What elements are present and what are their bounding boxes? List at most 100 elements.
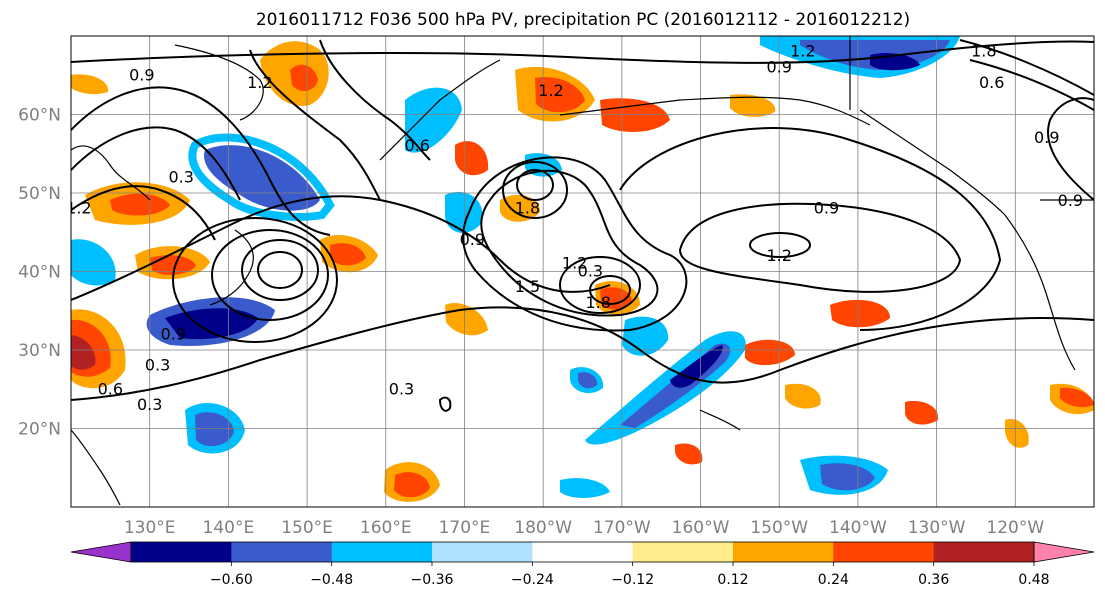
pv-contour-0.6-east (619, 127, 1002, 331)
precip-negative-max (670, 345, 723, 388)
colorbar-tick-label: 0.24 (818, 572, 849, 588)
contour-label: 0.9 (1034, 128, 1059, 147)
pv-contour-0.3-south (71, 306, 1094, 401)
contour-label: 1.2 (66, 199, 91, 218)
coastlines (71, 36, 1094, 506)
colorbar-tick-label: −0.48 (310, 572, 353, 588)
pv-contour-ring (241, 239, 319, 301)
lat-tick-label: 30°N (18, 341, 61, 361)
pv-contour-ring (516, 169, 554, 201)
precip-positive-region (745, 339, 795, 366)
coastline-asia-south (71, 429, 121, 506)
pv-contour-west-3 (71, 185, 216, 241)
coastline-asia (71, 145, 151, 201)
colorbar-tick-label: −0.12 (611, 572, 654, 588)
contour-label: 0.9 (814, 199, 839, 218)
precip-positive-region (905, 400, 939, 425)
pv-contour-small (438, 396, 452, 412)
precip-positive-core (290, 64, 318, 92)
lat-tick-label: 20°N (18, 420, 61, 440)
lon-tick-label: 150°W (750, 518, 808, 538)
lon-tick-label: 140°W (829, 518, 887, 538)
pv-contour-0.9-north (71, 40, 1094, 64)
lon-tick-label: 130°W (908, 518, 966, 538)
colorbar-segment (833, 542, 935, 562)
coastline-aleutians-west (379, 59, 501, 161)
colorbar-extend-low (70, 541, 132, 563)
lon-tick-label: 120°W (986, 518, 1044, 538)
colorbar-tick-label: 0.12 (717, 572, 748, 588)
lon-tick-label: 160°E (360, 518, 412, 538)
precip-negative-region (71, 239, 116, 286)
map-frame (70, 35, 1095, 508)
pv-contour-ring (502, 161, 568, 219)
colorbar-labels: −0.60 −0.48 −0.36 −0.24 −0.12 0.12 0.24 0.36 0.4… (210, 562, 1050, 588)
map-field-layer: 0.90.31.20.90.30.30.60.60.91.51.20.31.81… (66, 36, 1094, 507)
longitude-tick-labels: 130°E 140°E 150°E 160°E 170°E 180°W 170°W 160°W… (124, 518, 1045, 538)
precip-positive-region (1005, 419, 1029, 448)
contour-label: 0.3 (145, 356, 170, 375)
precip-negative-core (578, 372, 598, 389)
pv-contour-trough (249, 49, 381, 201)
precip-positive-core (110, 193, 170, 216)
contour-label: 1.2 (790, 42, 815, 61)
colorbar (70, 541, 1095, 563)
contour-label: 1.2 (562, 254, 587, 273)
precip-positive-core (535, 77, 585, 113)
contour-label: 1.8 (586, 293, 611, 312)
colorbar-segment (231, 542, 333, 562)
pv-contour-1.2 (480, 169, 659, 317)
precip-positive-region (71, 74, 109, 95)
precip-negative-region (204, 145, 320, 211)
contour-label: 1.2 (538, 81, 563, 100)
colorbar-segment (432, 542, 533, 562)
contour-label: 1.2 (247, 73, 272, 92)
contour-label: 1.8 (515, 199, 540, 218)
contour-label: 0.3 (168, 167, 193, 186)
lon-tick-label: 160°W (672, 518, 730, 538)
contour-label: 0.3 (137, 395, 162, 414)
precip-positive-region (455, 141, 489, 176)
pv-contour-trough-2 (319, 39, 431, 161)
lon-tick-label: 130°E (124, 518, 176, 538)
colorbar-tick-label: −0.24 (511, 572, 554, 588)
colorbar-tick-label: −0.36 (411, 572, 454, 588)
precip-positive-core (394, 472, 430, 498)
colorbar-tick-label: 0.36 (918, 572, 949, 588)
lon-tick-label: 150°E (281, 518, 333, 538)
contour-label: 0.6 (405, 136, 430, 155)
colorbar-segment (933, 542, 1035, 562)
figure-title: 2016011712 F036 500 hPa PV, precipitatio… (256, 10, 910, 30)
precip-positive-region (830, 299, 890, 328)
contour-label: 0.9 (161, 324, 186, 343)
colorbar-tick-label: −0.60 (210, 572, 253, 588)
colorbar-segment (632, 542, 734, 562)
pv-contour-ring (257, 251, 303, 289)
contour-label: 0.6 (98, 379, 123, 398)
contour-label: 1.2 (767, 246, 792, 265)
contour-label: 0.9 (460, 230, 485, 249)
pv-contour-west-2 (71, 126, 241, 201)
colorbar-segment (733, 542, 834, 562)
pv-contour-ring (559, 256, 641, 314)
contour-label: 0.3 (389, 379, 414, 398)
lon-tick-label: 180°W (514, 518, 572, 538)
coastline-japan (209, 229, 254, 306)
precip-negative-region (560, 478, 610, 498)
precip-positive-region (785, 383, 821, 409)
lat-tick-label: 40°N (18, 263, 61, 283)
precip-negative-region (405, 87, 462, 153)
coastline-kamchatka (174, 44, 264, 121)
precip-positive-core (330, 243, 366, 266)
colorbar-extend-high (1033, 541, 1095, 563)
pv-contour-ring (211, 229, 329, 321)
coastline-west-na (1004, 214, 1076, 371)
coastline-aleutians-alaska (559, 96, 871, 126)
pv-contour-ring (172, 217, 338, 343)
lon-tick-label: 170°W (593, 518, 651, 538)
pv-contour-ring (589, 275, 631, 305)
colorbar-segment (131, 542, 232, 562)
pv-contour-ne-1 (959, 39, 1094, 96)
precip-positive-region (600, 98, 670, 132)
